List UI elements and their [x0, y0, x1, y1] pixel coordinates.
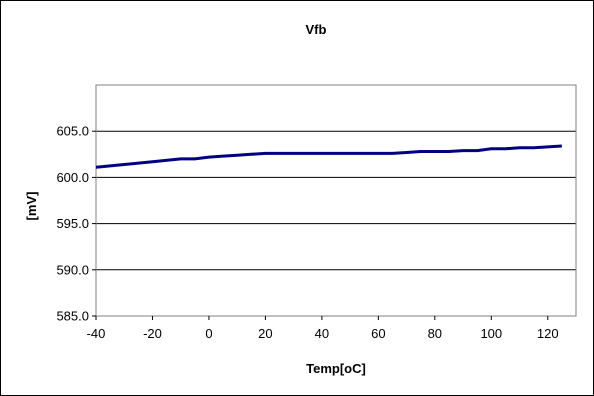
y-tick-label: 605.0 — [56, 124, 89, 139]
y-tick-label: 595.0 — [56, 216, 89, 231]
x-tick-label: -20 — [143, 326, 162, 341]
x-tick-label: 60 — [371, 326, 385, 341]
x-tick-label: 120 — [537, 326, 559, 341]
x-tick-label: 100 — [480, 326, 502, 341]
x-axis-ticks: -40 -20 0 20 40 60 80 100 120 — [87, 316, 559, 341]
x-axis-label: Temp[oC] — [306, 361, 366, 376]
y-axis-label: [mV] — [24, 192, 39, 221]
plot-area — [95, 84, 577, 317]
x-tick-label: 80 — [428, 326, 442, 341]
x-tick-label: 0 — [205, 326, 212, 341]
series-line — [95, 144, 562, 169]
y-axis-ticks: 585.0 590.0 595.0 600.0 605.0 — [56, 124, 96, 324]
x-tick-label: 20 — [258, 326, 272, 341]
y-tick-label: 585.0 — [56, 309, 89, 324]
y-tick-label: 600.0 — [56, 170, 89, 185]
x-tick-label: 40 — [315, 326, 329, 341]
x-tick-label: -40 — [87, 326, 106, 341]
chart-title: Vfb — [306, 22, 327, 37]
y-tick-label: 590.0 — [56, 262, 89, 277]
